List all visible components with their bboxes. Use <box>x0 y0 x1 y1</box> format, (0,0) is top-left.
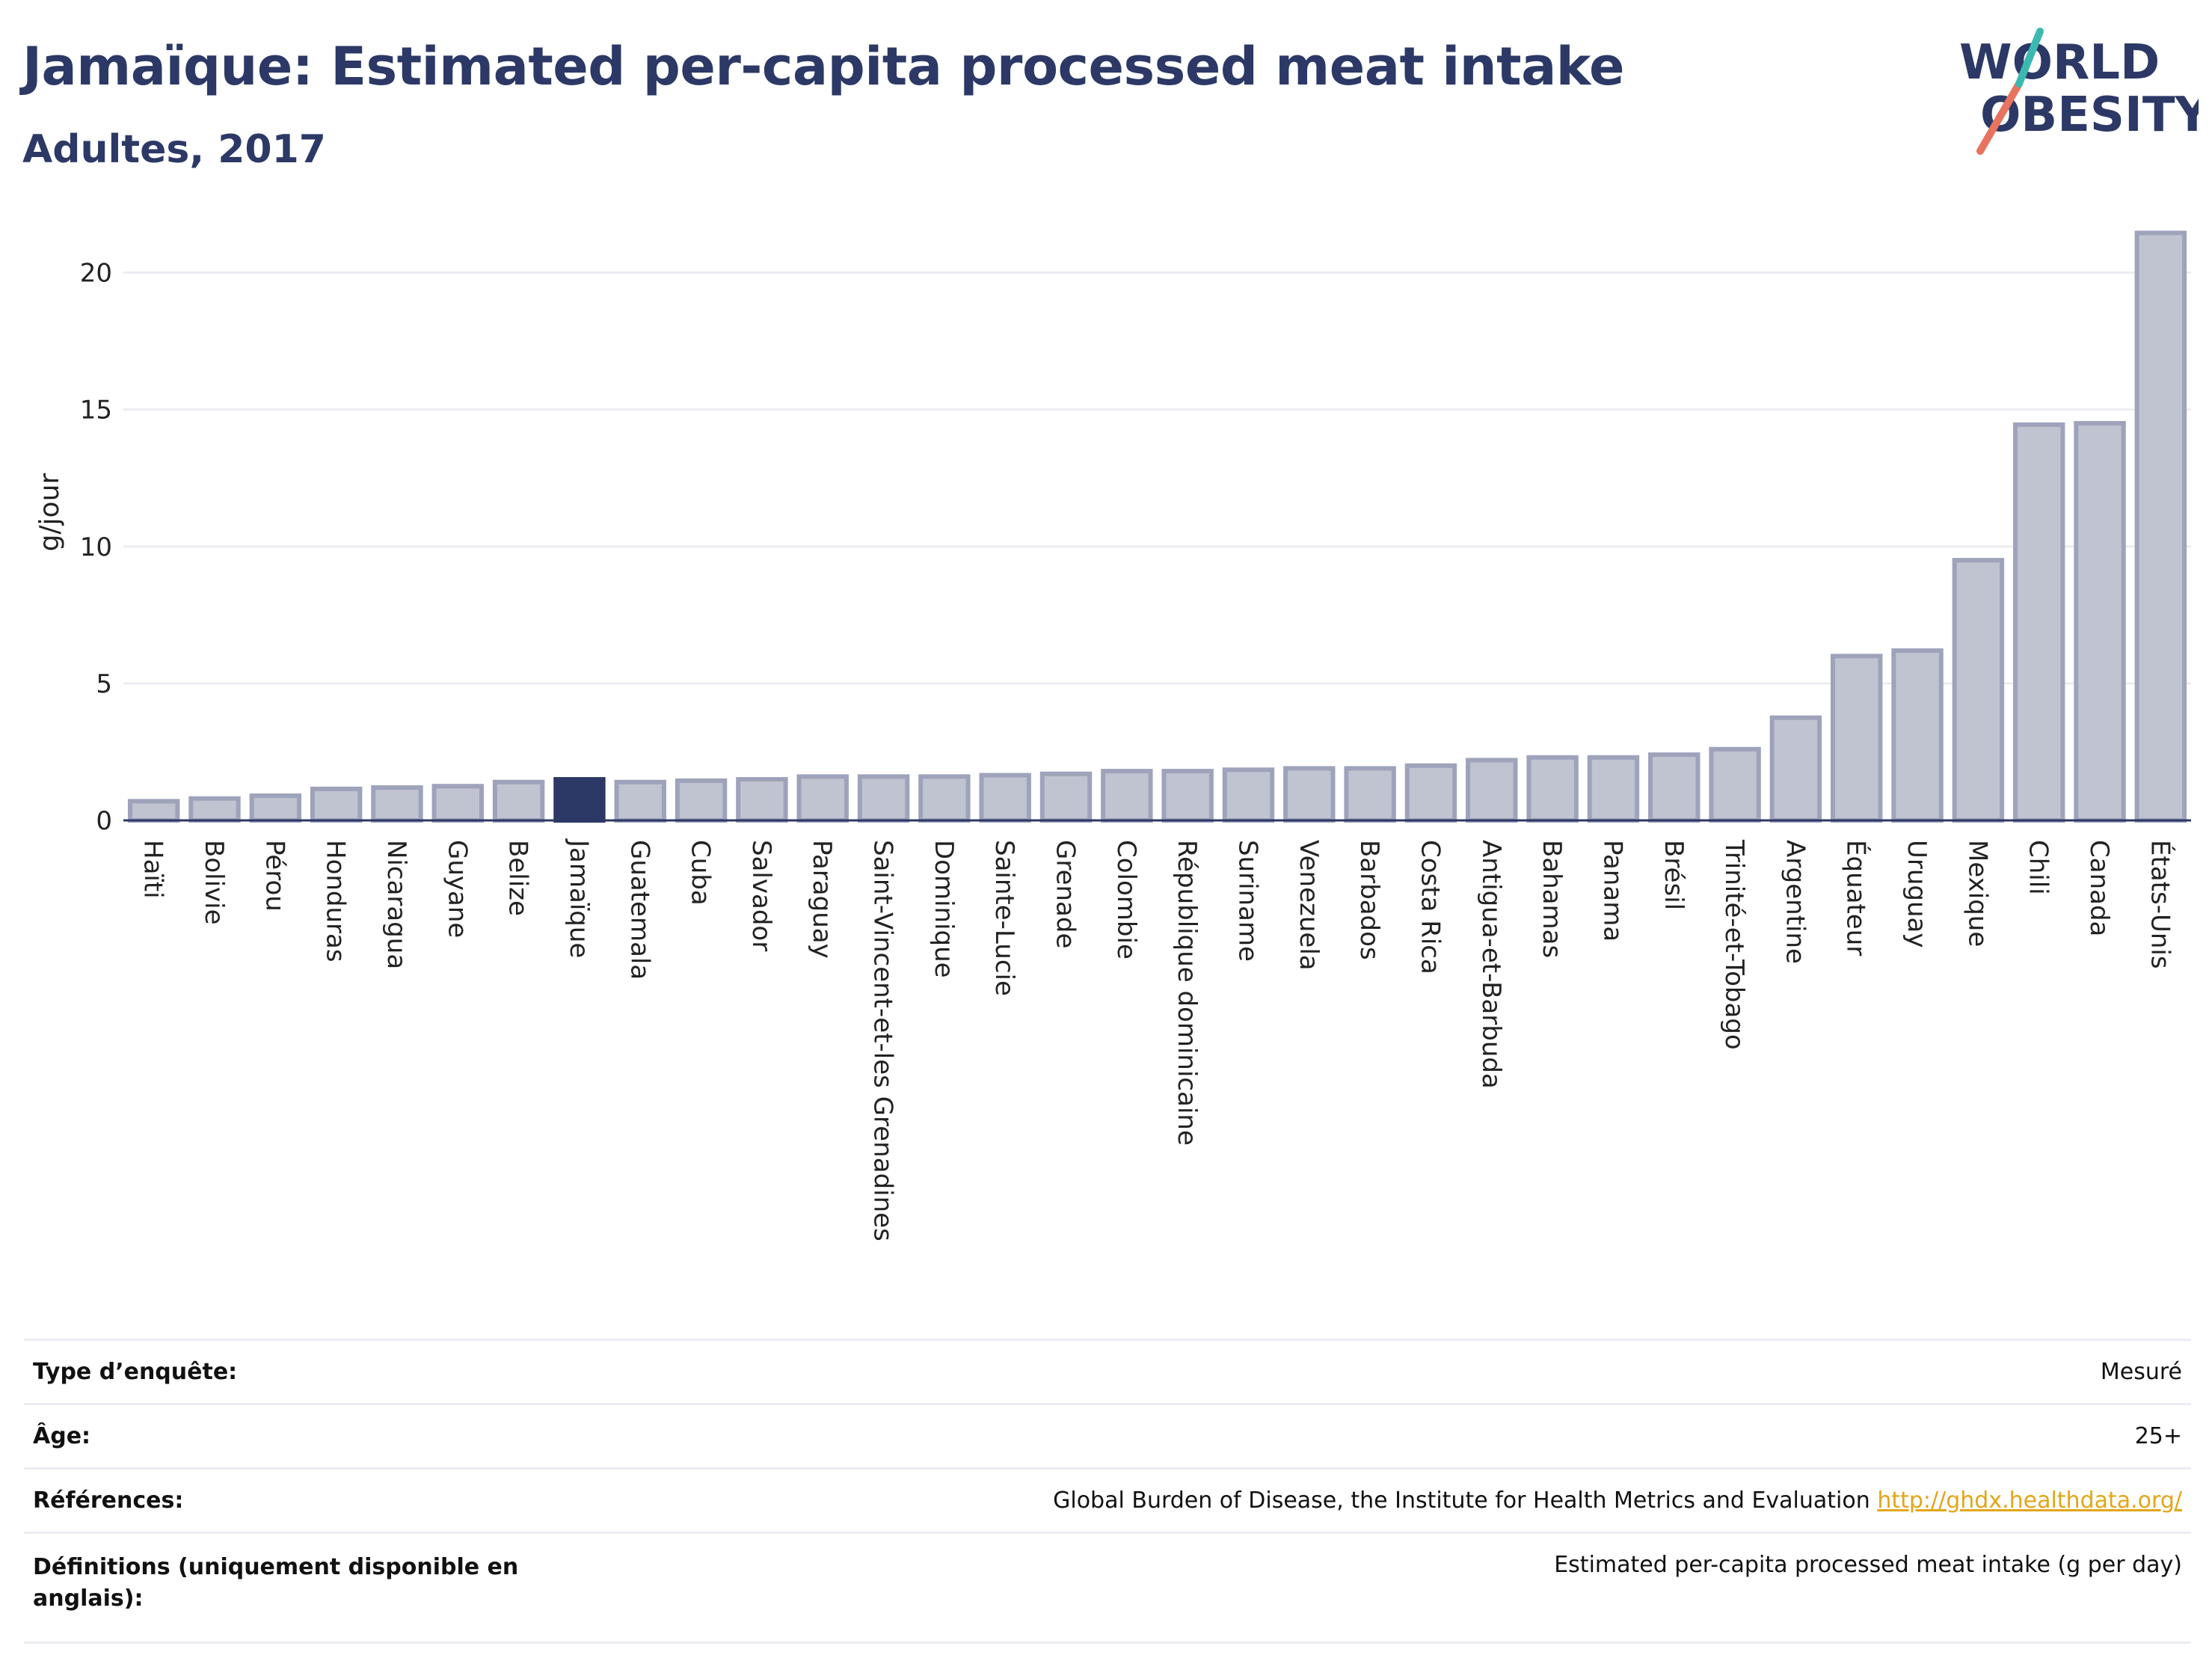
bar-p-rou <box>249 793 302 823</box>
bar-bahamas <box>1526 755 1579 823</box>
logo-text-world: WORLD <box>1959 35 2160 90</box>
logo-slash-red <box>1976 80 2023 155</box>
bar-panama <box>1587 755 1640 823</box>
bar-venezuela <box>1283 766 1336 823</box>
x-tick-label: Venezuela <box>1294 840 1324 971</box>
x-tick-label: Paraguay <box>807 840 837 959</box>
x-tick-label: Barbados <box>1354 840 1384 960</box>
bar-antigua-et-barbuda <box>1466 758 1518 823</box>
bar-honduras <box>310 786 363 823</box>
logo-text-obesity: OBESITY <box>1980 87 2199 143</box>
info-key: Âge: <box>24 1403 565 1470</box>
bar-belize <box>492 779 545 823</box>
bar-grenade <box>1039 771 1093 823</box>
y-tick-label: 5 <box>96 669 112 699</box>
x-tick-label: Uruguay <box>1902 840 1932 948</box>
bar-cuba <box>675 778 728 823</box>
x-tick-label: Nicaragua <box>381 840 411 969</box>
bar-canada <box>2074 420 2126 823</box>
x-tick-label: Grenade <box>1051 840 1081 948</box>
bar-ha-ti <box>127 799 180 823</box>
info-value: Mesuré <box>565 1339 2191 1405</box>
bar--quateur <box>1831 654 1883 823</box>
info-value: Estimated per-capita processed meat inta… <box>565 1532 2191 1644</box>
x-tick-label: Bolivie <box>199 840 229 925</box>
x-tick-label: Colombie <box>1111 840 1141 959</box>
y-axis-label: g/jour <box>34 473 65 551</box>
bar-bolivie <box>188 796 241 823</box>
bar-chart: 0 5 10 15 20 g/jour Haïti Bolivie Pérou Honduras N… <box>34 230 2191 1241</box>
x-tick-label: États-Unis <box>2145 840 2175 969</box>
reference-text: Global Burden of Disease, the Institute … <box>1053 1487 1870 1514</box>
info-row-definitions: Définitions (uniquement disponible en an… <box>24 1532 2191 1644</box>
x-tick-label: Salvador <box>746 840 776 951</box>
y-tick-label: 0 <box>96 806 112 836</box>
x-tick-label: Cuba <box>686 840 716 906</box>
bar-guatemala <box>614 779 666 823</box>
x-tick-label: Guatemala <box>624 840 654 980</box>
x-tick-label: Dominique <box>929 840 959 978</box>
x-tick-label: République dominicaine <box>1172 840 1202 1146</box>
x-tick-label: Saint-Vincent-et-les Grenadines <box>868 840 898 1241</box>
bar-guyane <box>431 784 484 823</box>
bar-suriname <box>1222 767 1275 823</box>
chart-title: Jamaïque: Estimated per-capita processed… <box>22 36 1624 97</box>
bar-dominique <box>918 774 971 823</box>
y-tick-label: 15 <box>80 396 112 426</box>
bar-nicaragua <box>371 785 423 823</box>
x-tick-label: Bahamas <box>1537 840 1567 958</box>
chart-subtitle: Adultes, 2017 <box>22 127 326 172</box>
bar-paraguay <box>796 774 849 823</box>
info-key: Références: <box>24 1467 565 1534</box>
bar-costa-rica <box>1404 763 1457 823</box>
bar-uruguay <box>1891 648 1944 823</box>
info-row-age: Âge: 25+ <box>24 1403 2191 1470</box>
x-tick-label: Panama <box>1597 840 1627 942</box>
bar-saint-vincent-et-les-grenadines <box>857 774 910 823</box>
x-tick-label: Jamaïque <box>564 838 594 958</box>
world-obesity-logo: WORLD OBESITY <box>1959 28 2199 155</box>
info-row-survey-type: Type d’enquête: Mesuré <box>24 1339 2191 1405</box>
y-tick-label: 10 <box>80 532 112 562</box>
bar-salvador <box>736 777 788 823</box>
bar-mexique <box>1952 558 2005 823</box>
x-tick-label: Équateur <box>1841 840 1872 956</box>
x-tick-label: Mexique <box>1962 840 1992 947</box>
bar-barbados <box>1344 766 1396 823</box>
y-tick-label: 20 <box>80 259 112 289</box>
x-tick-label: Argentine <box>1780 840 1810 964</box>
logo-slash-teal <box>2015 28 2044 87</box>
x-tick-label: Canada <box>2084 840 2114 936</box>
bar-br-sil <box>1648 752 1701 823</box>
x-tick-label: Honduras <box>321 840 351 962</box>
x-tick-label: Guyane <box>442 840 472 938</box>
bar-sainte-lucie <box>979 773 1031 823</box>
bar-argentine <box>1769 715 1822 823</box>
bar-r-publique-dominicaine <box>1161 769 1214 823</box>
x-tick-label: Sainte-Lucie <box>989 840 1019 996</box>
info-table: Type d’enquête: Mesuré Âge: 25+ Référenc… <box>24 1339 2191 1644</box>
x-tick-label: Pérou <box>259 840 289 912</box>
bar-colombie <box>1101 769 1153 823</box>
x-tick-label: Brésil <box>1659 840 1689 910</box>
info-key: Définitions (uniquement disponible en an… <box>24 1532 565 1644</box>
bar-jama-que <box>553 777 606 823</box>
x-tick-label: Haïti <box>138 840 168 899</box>
x-tick-label: Trinité-et-Tobago <box>1719 839 1749 1050</box>
bar-trinit-et-tobago <box>1709 746 1761 823</box>
x-tick-label: Suriname <box>1232 840 1262 962</box>
bar--tats-unis <box>2134 230 2187 823</box>
reference-link[interactable]: http://ghdx.healthdata.org/ <box>1877 1487 2182 1514</box>
info-value: 25+ <box>565 1403 2191 1470</box>
bar-chili <box>2012 422 2065 823</box>
x-tick-label: Antigua-et-Barbuda <box>1476 840 1506 1089</box>
info-value: Global Burden of Disease, the Institute … <box>565 1467 2191 1534</box>
x-tick-label: Chili <box>2024 840 2053 895</box>
info-row-references: Références: Global Burden of Disease, th… <box>24 1467 2191 1534</box>
x-tick-label: Costa Rica <box>1415 840 1445 974</box>
info-key: Type d’enquête: <box>24 1339 565 1405</box>
x-tick-label: Belize <box>503 840 533 916</box>
